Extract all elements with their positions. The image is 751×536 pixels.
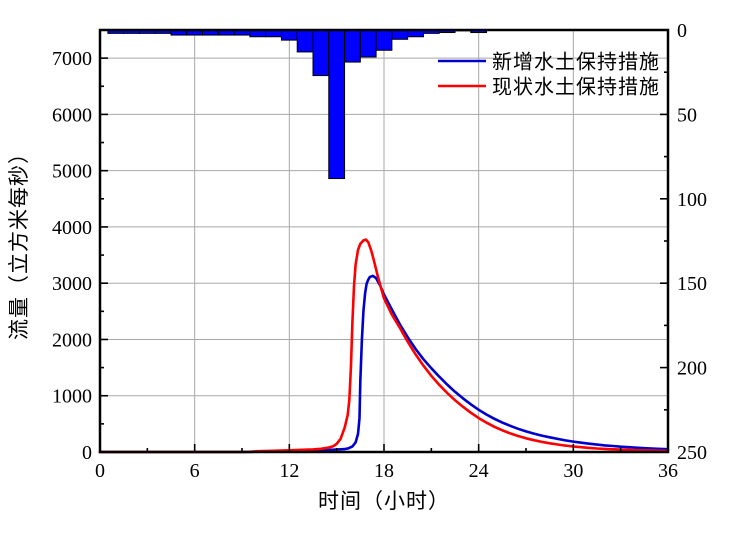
legend: 新增水土保持措施 现状水土保持措施 — [438, 51, 660, 99]
rain-bar — [280, 29, 298, 41]
rain-bar — [296, 29, 314, 53]
flow-curve — [98, 238, 670, 454]
tick-label: 3000 — [52, 273, 92, 295]
tick-label: 0 — [677, 20, 687, 42]
tick-label: 7000 — [52, 48, 92, 70]
tick-label: 18 — [374, 460, 394, 482]
tick-label: 250 — [677, 442, 707, 464]
rain-bar — [344, 29, 361, 63]
tick-label: 0 — [95, 460, 105, 482]
tick-label: 24 — [469, 460, 489, 482]
tick-label: 36 — [658, 460, 678, 482]
tick-label: 2000 — [52, 329, 92, 351]
legend-label-new-measures: 新增水土保持措施 — [492, 51, 660, 74]
flow-curves — [98, 238, 670, 454]
tick-label: 4000 — [52, 217, 92, 239]
x-axis-title: 时间（小时） — [318, 489, 450, 513]
y-axis-title: 流量（立方米每秒） — [7, 142, 31, 340]
tick-labels: 0 6 12 18 24 30 360100020003000400050006000700… — [52, 20, 707, 482]
tick-label: 100 — [677, 189, 707, 211]
gridlines — [100, 30, 668, 452]
tick-label: 12 — [279, 460, 299, 482]
tick-label: 5000 — [52, 161, 92, 183]
rain-bar — [328, 29, 346, 180]
tick-label: 150 — [677, 273, 707, 295]
rain-bar — [312, 29, 330, 77]
legend-label-current-measures: 现状水土保持措施 — [492, 76, 660, 99]
rain-bar — [375, 29, 393, 51]
rain-bar — [391, 29, 409, 40]
tick-label: 6000 — [52, 104, 92, 126]
tick-label: 6 — [190, 460, 200, 482]
tick-label: 30 — [563, 460, 583, 482]
flow-curve — [98, 274, 670, 454]
tick-label: 200 — [677, 358, 707, 380]
tick-label: 1000 — [52, 386, 92, 408]
rain-bar — [359, 29, 377, 58]
tick-label: 50 — [677, 104, 697, 126]
axis-ticks — [99, 29, 669, 453]
tick-label: 0 — [82, 442, 92, 464]
